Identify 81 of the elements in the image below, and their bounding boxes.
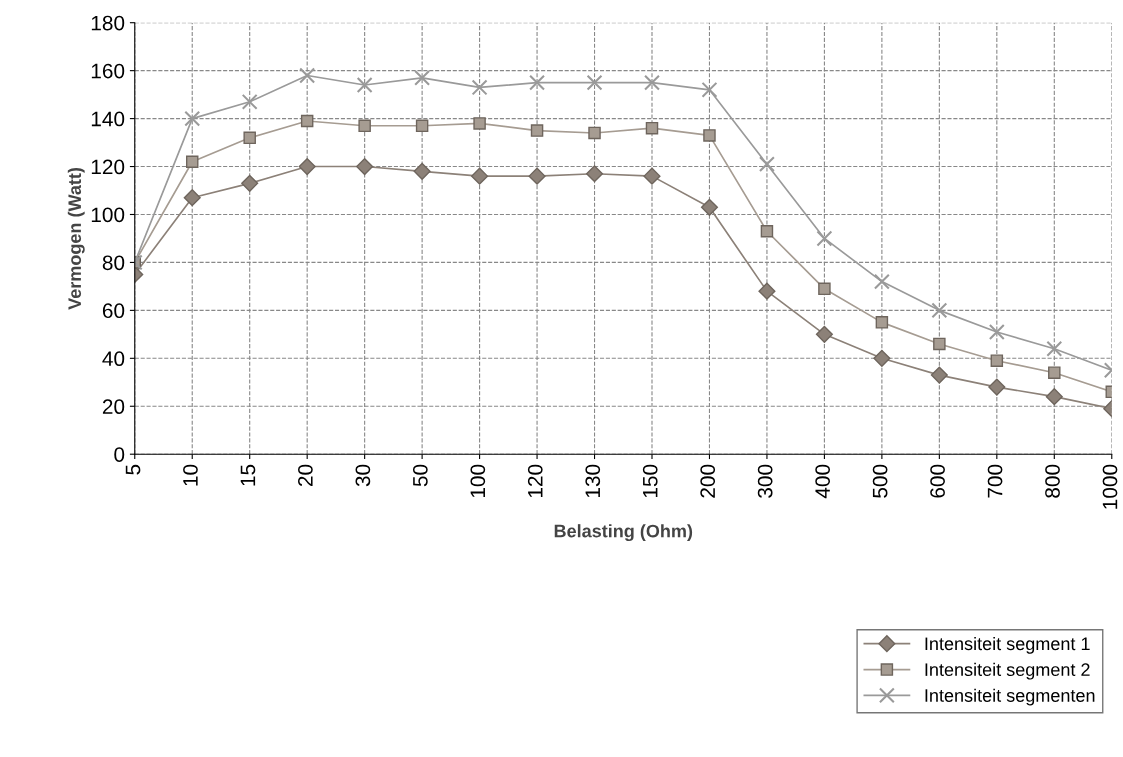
point bbox=[1045, 388, 1063, 406]
x-tick-label: 800 bbox=[1045, 464, 1060, 498]
point bbox=[413, 162, 431, 180]
y-tick-label: 20 bbox=[102, 399, 125, 415]
point bbox=[415, 119, 429, 133]
point bbox=[988, 378, 1006, 396]
point bbox=[873, 273, 890, 290]
point bbox=[930, 366, 948, 384]
point bbox=[1046, 340, 1063, 357]
point bbox=[356, 157, 374, 176]
x-tick-label: 150 bbox=[642, 464, 658, 498]
point bbox=[185, 155, 199, 168]
point bbox=[931, 302, 948, 319]
y-tick-label: 0 bbox=[114, 447, 125, 462]
point bbox=[1048, 366, 1061, 379]
point bbox=[703, 129, 716, 142]
y-axis-title: Vermogen (Watt) bbox=[67, 167, 85, 310]
y-tick-label: 160 bbox=[91, 63, 125, 79]
x-axis-title: Belasting (Ohm) bbox=[554, 524, 693, 542]
x-tick-label: 5 bbox=[125, 464, 141, 475]
point bbox=[358, 119, 371, 133]
point bbox=[816, 230, 833, 247]
x-tick-label: 10 bbox=[183, 464, 198, 486]
point bbox=[585, 165, 604, 183]
x-tick-label: 120 bbox=[527, 464, 543, 498]
point bbox=[933, 337, 946, 351]
point bbox=[875, 316, 889, 329]
y-tick-label: 180 bbox=[91, 15, 125, 31]
point bbox=[643, 167, 661, 185]
x-tick-label: 20 bbox=[298, 464, 313, 487]
y-tick-label: 80 bbox=[102, 255, 125, 271]
point bbox=[988, 323, 1005, 340]
x-tick-label: 500 bbox=[872, 464, 888, 498]
point bbox=[529, 74, 546, 91]
x-tick-label: 1000 bbox=[1102, 464, 1118, 509]
point bbox=[528, 167, 546, 185]
point bbox=[873, 349, 891, 367]
point bbox=[760, 225, 774, 238]
y-tick-label: 140 bbox=[91, 111, 125, 127]
point bbox=[241, 174, 259, 192]
point bbox=[243, 131, 256, 145]
point bbox=[356, 77, 373, 94]
y-tick-label: 60 bbox=[102, 303, 125, 319]
legend-label: Intensiteit segment 2 bbox=[925, 662, 1090, 680]
point bbox=[815, 325, 833, 343]
point bbox=[990, 354, 1004, 367]
point bbox=[241, 93, 258, 110]
y-tick-label: 100 bbox=[91, 207, 125, 223]
point bbox=[183, 189, 201, 207]
point bbox=[471, 79, 488, 96]
x-tick-label: 15 bbox=[240, 464, 256, 486]
point bbox=[586, 74, 603, 91]
point bbox=[184, 110, 201, 127]
point bbox=[300, 114, 314, 128]
x-tick-label: 50 bbox=[412, 464, 428, 487]
point bbox=[644, 74, 660, 91]
point bbox=[588, 126, 601, 140]
point bbox=[298, 157, 316, 176]
point bbox=[471, 167, 489, 185]
x-tick-label: 600 bbox=[930, 464, 945, 498]
point bbox=[645, 121, 659, 135]
point bbox=[700, 198, 719, 216]
point bbox=[701, 81, 718, 98]
legend-label: Intensiteit segmenten bbox=[925, 688, 1095, 706]
x-tick-label: 130 bbox=[585, 464, 601, 498]
x-tick-label: 400 bbox=[815, 464, 831, 499]
y-tick-label: 40 bbox=[102, 351, 125, 367]
point bbox=[299, 67, 316, 84]
point bbox=[530, 124, 544, 137]
x-tick-label: 30 bbox=[355, 464, 371, 487]
legend-label: Intensiteit segment 1 bbox=[925, 636, 1090, 654]
y-tick-label: 120 bbox=[91, 159, 125, 175]
point bbox=[473, 117, 486, 130]
x-tick-label: 700 bbox=[987, 464, 1003, 498]
point bbox=[414, 69, 431, 86]
x-tick-label: 300 bbox=[757, 464, 773, 498]
x-tick-label: 100 bbox=[470, 464, 486, 498]
point bbox=[758, 282, 776, 300]
point bbox=[818, 282, 831, 296]
x-tick-label: 200 bbox=[700, 464, 716, 498]
point bbox=[758, 156, 775, 173]
